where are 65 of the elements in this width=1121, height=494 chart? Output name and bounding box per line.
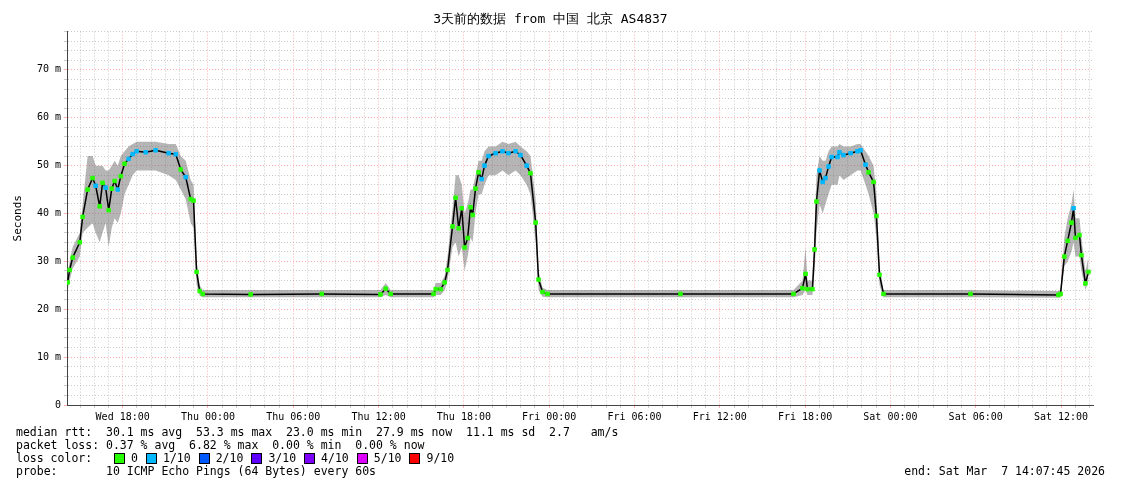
point: [848, 150, 853, 156]
x-tick-label: Thu 12:00: [351, 410, 406, 422]
legend-label: 4/10: [321, 451, 349, 465]
legend-title: loss color:: [16, 451, 94, 465]
point: [486, 153, 491, 159]
y-tick-label: 0: [54, 398, 61, 410]
y-tick-label: 20 m: [36, 302, 61, 314]
point: [130, 151, 135, 157]
text: median rtt: 30.1 ms avg 53.3 ms max 23.0 ms min 27.9 ms now 11.1 ms sd 2.7 am/s: [16, 425, 620, 439]
point: [826, 164, 831, 169]
y-tick-label: 70 m: [36, 63, 61, 75]
y-tick-label: 50 m: [36, 159, 61, 171]
point: [134, 149, 139, 154]
chart-title: 3天前的数据 from 中国 北京 AS4837: [433, 11, 668, 27]
x-tick-label: Thu 06:00: [266, 410, 321, 422]
point: [835, 154, 840, 160]
point: [513, 149, 518, 154]
x-tick-label: Sat 00:00: [863, 410, 918, 422]
point: [500, 149, 505, 154]
point: [143, 149, 148, 155]
x-tick-label: Fri 18:00: [778, 410, 833, 422]
point: [837, 149, 842, 155]
point: [93, 183, 98, 189]
point: [115, 187, 120, 192]
legend-label: 3/10: [268, 451, 297, 465]
x-tick-label: Thu 18:00: [436, 410, 491, 422]
legend-label: 9/10: [426, 451, 455, 465]
x-tick-label: Fri 00:00: [522, 410, 577, 422]
point: [153, 148, 158, 153]
y-tick-label: 30 m: [36, 254, 61, 266]
point: [493, 150, 498, 156]
text: probe: 10 ICMP Echo Pings (64 Bytes) every 60s: [16, 464, 377, 478]
y-tick-label: 40 m: [36, 207, 61, 219]
legend-label: 0: [131, 451, 138, 465]
point: [820, 179, 825, 185]
point: [482, 163, 487, 168]
legend-label: 2/10: [215, 451, 244, 465]
point: [518, 152, 523, 158]
point: [823, 175, 828, 181]
point: [817, 168, 822, 173]
y-tick-label: 10 m: [36, 350, 61, 362]
x-tick-label: Fri 06:00: [607, 410, 662, 422]
x-tick-label: Sat 06:00: [948, 410, 1003, 422]
point: [166, 150, 171, 156]
point: [863, 162, 868, 167]
point: [841, 152, 846, 158]
x-tick-label: Sat 12:00: [1033, 410, 1089, 422]
y-tick-label: 60 m: [36, 111, 61, 123]
x-tick-label: Fri 12:00: [692, 410, 747, 422]
point: [479, 176, 484, 182]
x-tick-label: Thu 00:00: [180, 410, 236, 422]
x-tick-label: Wed 18:00: [95, 410, 150, 422]
point: [524, 163, 529, 168]
point: [103, 185, 108, 190]
legend-label: 5/10: [373, 451, 402, 465]
point: [829, 154, 834, 160]
point: [183, 174, 188, 180]
point: [1071, 205, 1076, 211]
text: end: Sat Mar 7 14:07:45 2026: [904, 464, 1105, 478]
text: packet loss: 0.37 % avg 6.82 % max 0.00 % min 0.00 % now: [16, 438, 426, 452]
y-axis-title: Seconds: [11, 195, 25, 242]
point: [126, 156, 131, 162]
point: [173, 151, 179, 157]
legend-label: 1/10: [162, 451, 191, 465]
point: [506, 150, 511, 156]
